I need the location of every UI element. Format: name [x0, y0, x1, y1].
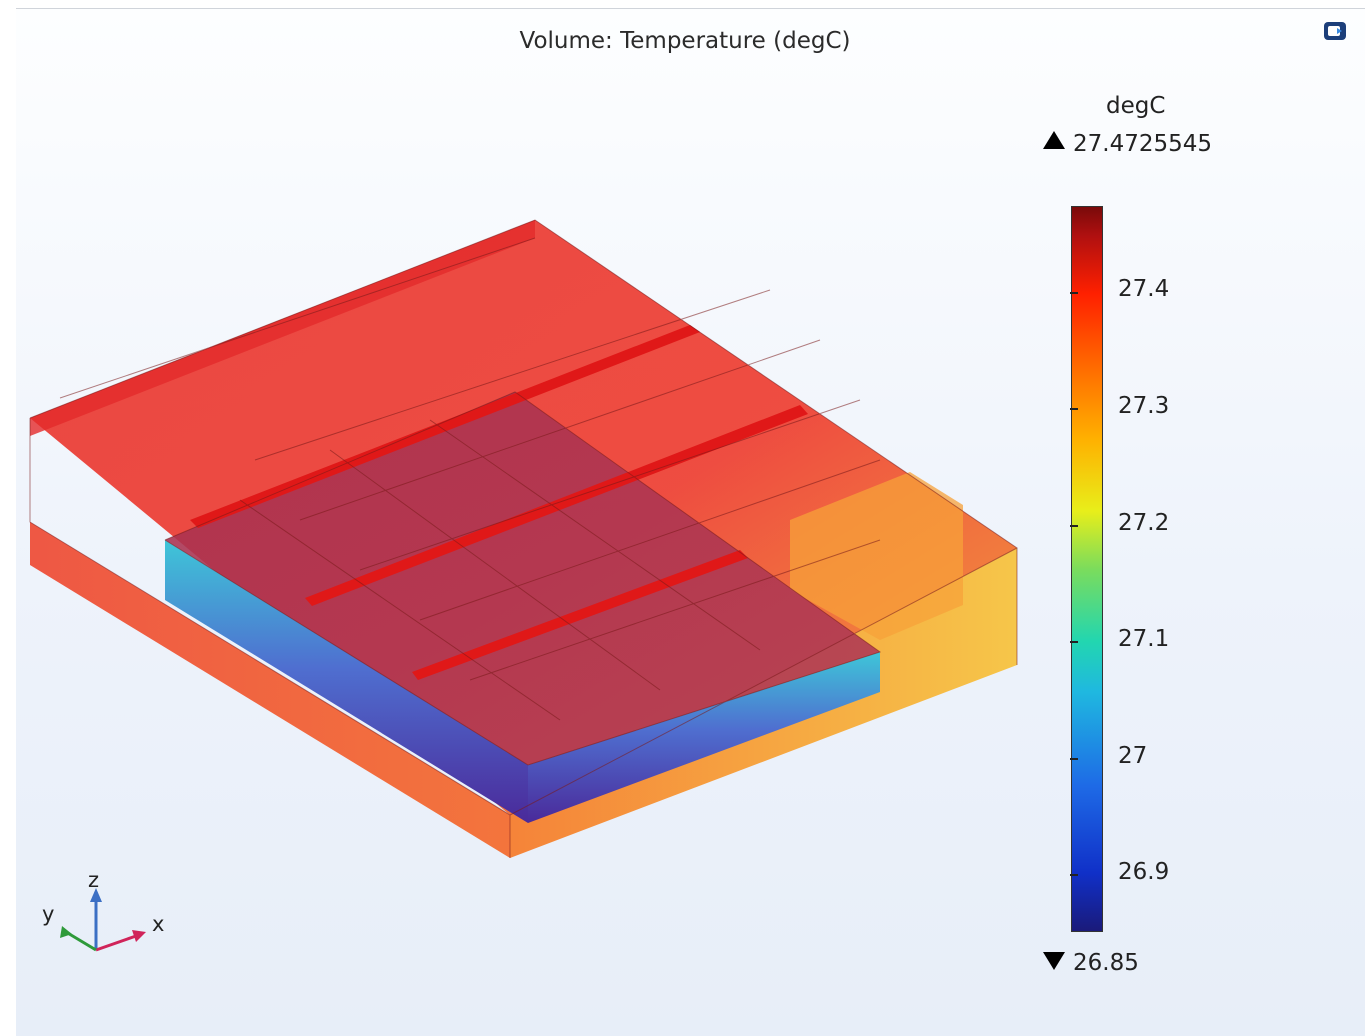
colorbar-unit: degC	[1106, 93, 1166, 119]
right-block	[790, 472, 963, 640]
colorbar-min: 26.85	[1043, 950, 1139, 976]
colorbar-tick	[1070, 292, 1078, 294]
plate-side-left	[165, 540, 528, 823]
axis-z-label: z	[88, 868, 100, 892]
axis-triad: z x y	[36, 868, 186, 968]
colorbar	[1071, 206, 1103, 932]
mesh-outlines	[29, 219, 1018, 858]
colorbar-tick-label: 27.4	[1118, 276, 1170, 302]
colorbar-tick-label: 27.3	[1118, 393, 1170, 419]
colorbar-tick	[1070, 408, 1078, 410]
colorbar-tick-label: 26.9	[1118, 859, 1170, 885]
min-triangle-icon	[1043, 952, 1065, 970]
colorbar-tick-label: 27.2	[1118, 510, 1170, 536]
axis-arrows-icon	[60, 888, 146, 952]
max-triangle-icon	[1043, 131, 1065, 149]
colorbar-tick	[1070, 525, 1078, 527]
plate-top	[165, 392, 880, 765]
colorbar-max: 27.4725545	[1043, 131, 1212, 157]
screenshot-icon[interactable]	[1322, 20, 1348, 42]
plate-side-right	[528, 652, 880, 823]
colorbar-tick-label: 27.1	[1118, 626, 1170, 652]
pipe-2	[305, 405, 808, 606]
colorbar-tick-label: 27	[1118, 743, 1148, 769]
back-wall	[30, 220, 535, 436]
colorbar-tick	[1070, 758, 1078, 760]
colorbar-tick	[1070, 874, 1078, 876]
axis-x-label: x	[152, 912, 165, 936]
colorbar-tick	[1070, 641, 1078, 643]
axis-y-label: y	[42, 902, 55, 926]
plot-title: Volume: Temperature (degC)	[519, 28, 851, 54]
pipe-1	[190, 325, 700, 528]
slab-left-face	[30, 522, 510, 858]
